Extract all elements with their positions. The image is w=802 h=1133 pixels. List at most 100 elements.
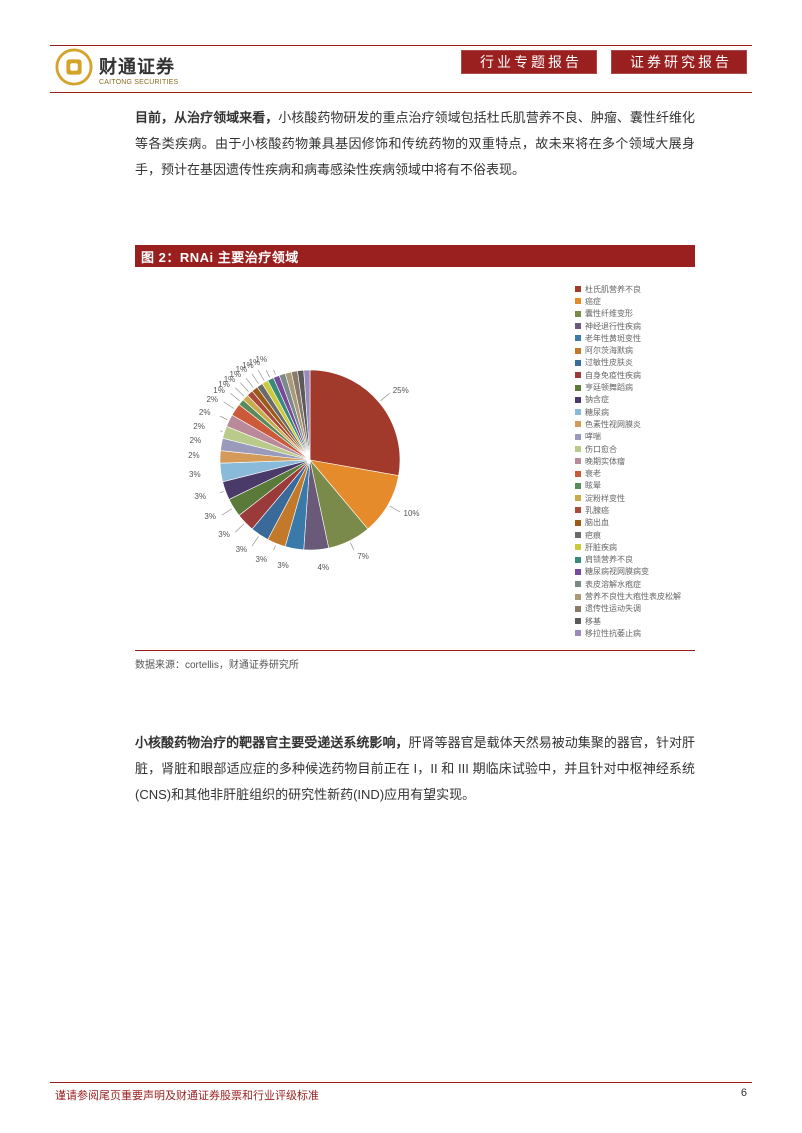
legend-item: 老年性黄斑变性	[575, 332, 710, 344]
legend-item: 眩晕	[575, 480, 710, 492]
legend-item: 阿尔茨海默病	[575, 344, 710, 356]
legend-swatch	[575, 360, 581, 366]
legend-item: 糖尿病	[575, 406, 710, 418]
legend-item: 遗传性运动失调	[575, 603, 710, 615]
pie-slice-label: 3%	[195, 492, 207, 501]
legend-swatch	[575, 421, 581, 427]
pie-slice-label: 7%	[357, 552, 369, 561]
logo: 财通证券 CAITONG SECURITIES	[55, 48, 178, 91]
legend-swatch	[575, 507, 581, 513]
legend-swatch	[575, 458, 581, 464]
pie-slice-label: 3%	[236, 545, 248, 554]
pie-slice-label: 1%	[256, 355, 268, 364]
legend-label: 衰老	[585, 468, 601, 479]
legend-label: 哮喘	[585, 431, 601, 442]
legend-item: 脑出血	[575, 517, 710, 529]
legend-label: 脑出血	[585, 517, 609, 528]
legend-swatch	[575, 348, 581, 354]
footer: 谨请参阅尾页重要声明及财通证券股票和行业评级标准 6	[55, 1087, 747, 1103]
legend-swatch	[575, 618, 581, 624]
footer-disclaimer: 谨请参阅尾页重要声明及财通证券股票和行业评级标准	[55, 1087, 319, 1103]
legend-swatch	[575, 630, 581, 636]
legend-swatch	[575, 606, 581, 612]
legend-label: 过敏性皮肤炎	[585, 357, 633, 368]
legend-item: 囊性纤维变形	[575, 308, 710, 320]
legend-label: 阿尔茨海默病	[585, 345, 633, 356]
legend: 杜氏肌营养不良癌症囊性纤维变形神经退行性疾病老年性黄斑变性阿尔茨海默病过敏性皮肤…	[575, 283, 710, 640]
header: 财通证券 CAITONG SECURITIES 行业专题报告 证券研究报告	[55, 48, 747, 96]
legend-swatch	[575, 520, 581, 526]
header-tags: 行业专题报告 证券研究报告	[461, 50, 747, 74]
pie-slice	[310, 370, 400, 476]
legend-swatch	[575, 532, 581, 538]
legend-item: 钠含症	[575, 394, 710, 406]
pie-slice-label: 2%	[193, 422, 205, 431]
pie-chart	[220, 370, 400, 550]
legend-item: 表皮溶解水疱症	[575, 578, 710, 590]
legend-item: 淀粉样变性	[575, 492, 710, 504]
legend-item: 肩锁营养不良	[575, 554, 710, 566]
legend-label: 肝脏疾病	[585, 542, 617, 553]
source-line: 数据来源：cortellis，财通证券研究所	[135, 650, 695, 671]
paragraph-2: 小核酸药物治疗的靶器官主要受递送系统影响，肝肾等器官是载体天然易被动集聚的器官，…	[135, 730, 695, 808]
logo-text-cn: 财通证券	[99, 53, 178, 79]
legend-swatch	[575, 397, 581, 403]
tag-doc-type: 证券研究报告	[611, 50, 747, 74]
legend-item: 衰老	[575, 467, 710, 479]
pie-slice-label: 2%	[206, 395, 218, 404]
legend-swatch	[575, 434, 581, 440]
legend-item: 肝脏疾病	[575, 541, 710, 553]
legend-swatch	[575, 544, 581, 550]
legend-swatch	[575, 557, 581, 563]
page-number: 6	[741, 1087, 747, 1103]
legend-swatch	[575, 409, 581, 415]
legend-label: 晚期实体瘤	[585, 456, 625, 467]
logo-icon	[55, 48, 93, 91]
legend-swatch	[575, 298, 581, 304]
legend-swatch	[575, 581, 581, 587]
legend-label: 伤口愈合	[585, 444, 617, 455]
legend-label: 疤痕	[585, 530, 601, 541]
chart-area: 25%10%7%4%3%3%3%3%3%3%3%2%2%2%2%2%1%1%1%…	[135, 275, 695, 635]
legend-swatch	[575, 372, 581, 378]
legend-label: 癌症	[585, 296, 601, 307]
legend-item: 糖尿病视网膜病变	[575, 566, 710, 578]
figure-title: 图 2：RNAi 主要治疗领域	[135, 245, 695, 267]
legend-label: 眩晕	[585, 480, 601, 491]
legend-label: 淀粉样变性	[585, 493, 625, 504]
legend-label: 杜氏肌营养不良	[585, 284, 641, 295]
legend-label: 色素性视网膜炎	[585, 419, 641, 430]
pie-slice-label: 10%	[404, 509, 420, 518]
legend-item: 癌症	[575, 295, 710, 307]
legend-swatch	[575, 311, 581, 317]
logo-text-en: CAITONG SECURITIES	[99, 79, 178, 86]
pie-slice-label: 3%	[277, 561, 289, 570]
pie-slice-label: 3%	[189, 470, 201, 479]
legend-label: 移基	[585, 616, 601, 627]
legend-label: 遗传性运动失调	[585, 603, 641, 614]
pie-slice-label: 25%	[393, 386, 409, 395]
legend-label: 神经退行性疾病	[585, 321, 641, 332]
legend-item: 疤痕	[575, 529, 710, 541]
legend-label: 自身免疫性疾病	[585, 370, 641, 381]
legend-item: 营养不良性大疱性表皮松解	[575, 590, 710, 602]
legend-item: 移基	[575, 615, 710, 627]
legend-label: 亨廷顿舞蹈病	[585, 382, 633, 393]
legend-item: 色素性视网膜炎	[575, 418, 710, 430]
paragraph-1: 目前，从治疗领域来看，小核酸药物研发的重点治疗领域包括杜氏肌营养不良、肿瘤、囊性…	[135, 105, 695, 183]
pie-slice-label: 3%	[204, 512, 216, 521]
pie-slice-label: 3%	[218, 530, 230, 539]
legend-swatch	[575, 483, 581, 489]
pie-slice-label: 2%	[188, 451, 200, 460]
pie-slice-label: 2%	[190, 436, 202, 445]
legend-swatch	[575, 286, 581, 292]
legend-swatch	[575, 569, 581, 575]
header-underline	[50, 92, 752, 93]
legend-label: 移拉性抗萎止病	[585, 628, 641, 639]
legend-item: 伤口愈合	[575, 443, 710, 455]
legend-label: 糖尿病	[585, 407, 609, 418]
tag-report-type: 行业专题报告	[461, 50, 597, 74]
legend-label: 囊性纤维变形	[585, 308, 633, 319]
legend-label: 糖尿病视网膜病变	[585, 566, 649, 577]
pie-slice-label: 4%	[318, 563, 330, 572]
